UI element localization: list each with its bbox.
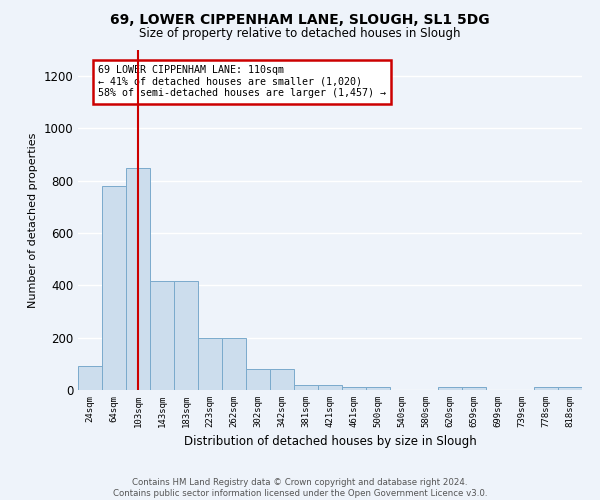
Text: Contains HM Land Registry data © Crown copyright and database right 2024.
Contai: Contains HM Land Registry data © Crown c… <box>113 478 487 498</box>
Y-axis label: Number of detached properties: Number of detached properties <box>28 132 38 308</box>
Bar <box>342 388 366 390</box>
Bar <box>294 385 318 390</box>
Bar <box>366 388 390 390</box>
Bar <box>222 338 246 390</box>
Bar <box>558 388 582 390</box>
Bar <box>102 186 126 390</box>
Bar <box>318 385 342 390</box>
Text: 69 LOWER CIPPENHAM LANE: 110sqm
← 41% of detached houses are smaller (1,020)
58%: 69 LOWER CIPPENHAM LANE: 110sqm ← 41% of… <box>98 66 386 98</box>
Bar <box>78 366 102 390</box>
Bar <box>198 338 222 390</box>
Bar <box>438 388 462 390</box>
Bar <box>174 282 198 390</box>
Text: Size of property relative to detached houses in Slough: Size of property relative to detached ho… <box>139 28 461 40</box>
Text: 69, LOWER CIPPENHAM LANE, SLOUGH, SL1 5DG: 69, LOWER CIPPENHAM LANE, SLOUGH, SL1 5D… <box>110 12 490 26</box>
Bar <box>534 388 558 390</box>
Bar <box>270 369 294 390</box>
Bar <box>462 388 486 390</box>
Bar <box>150 282 174 390</box>
Bar <box>246 369 270 390</box>
Bar <box>126 168 150 390</box>
X-axis label: Distribution of detached houses by size in Slough: Distribution of detached houses by size … <box>184 436 476 448</box>
